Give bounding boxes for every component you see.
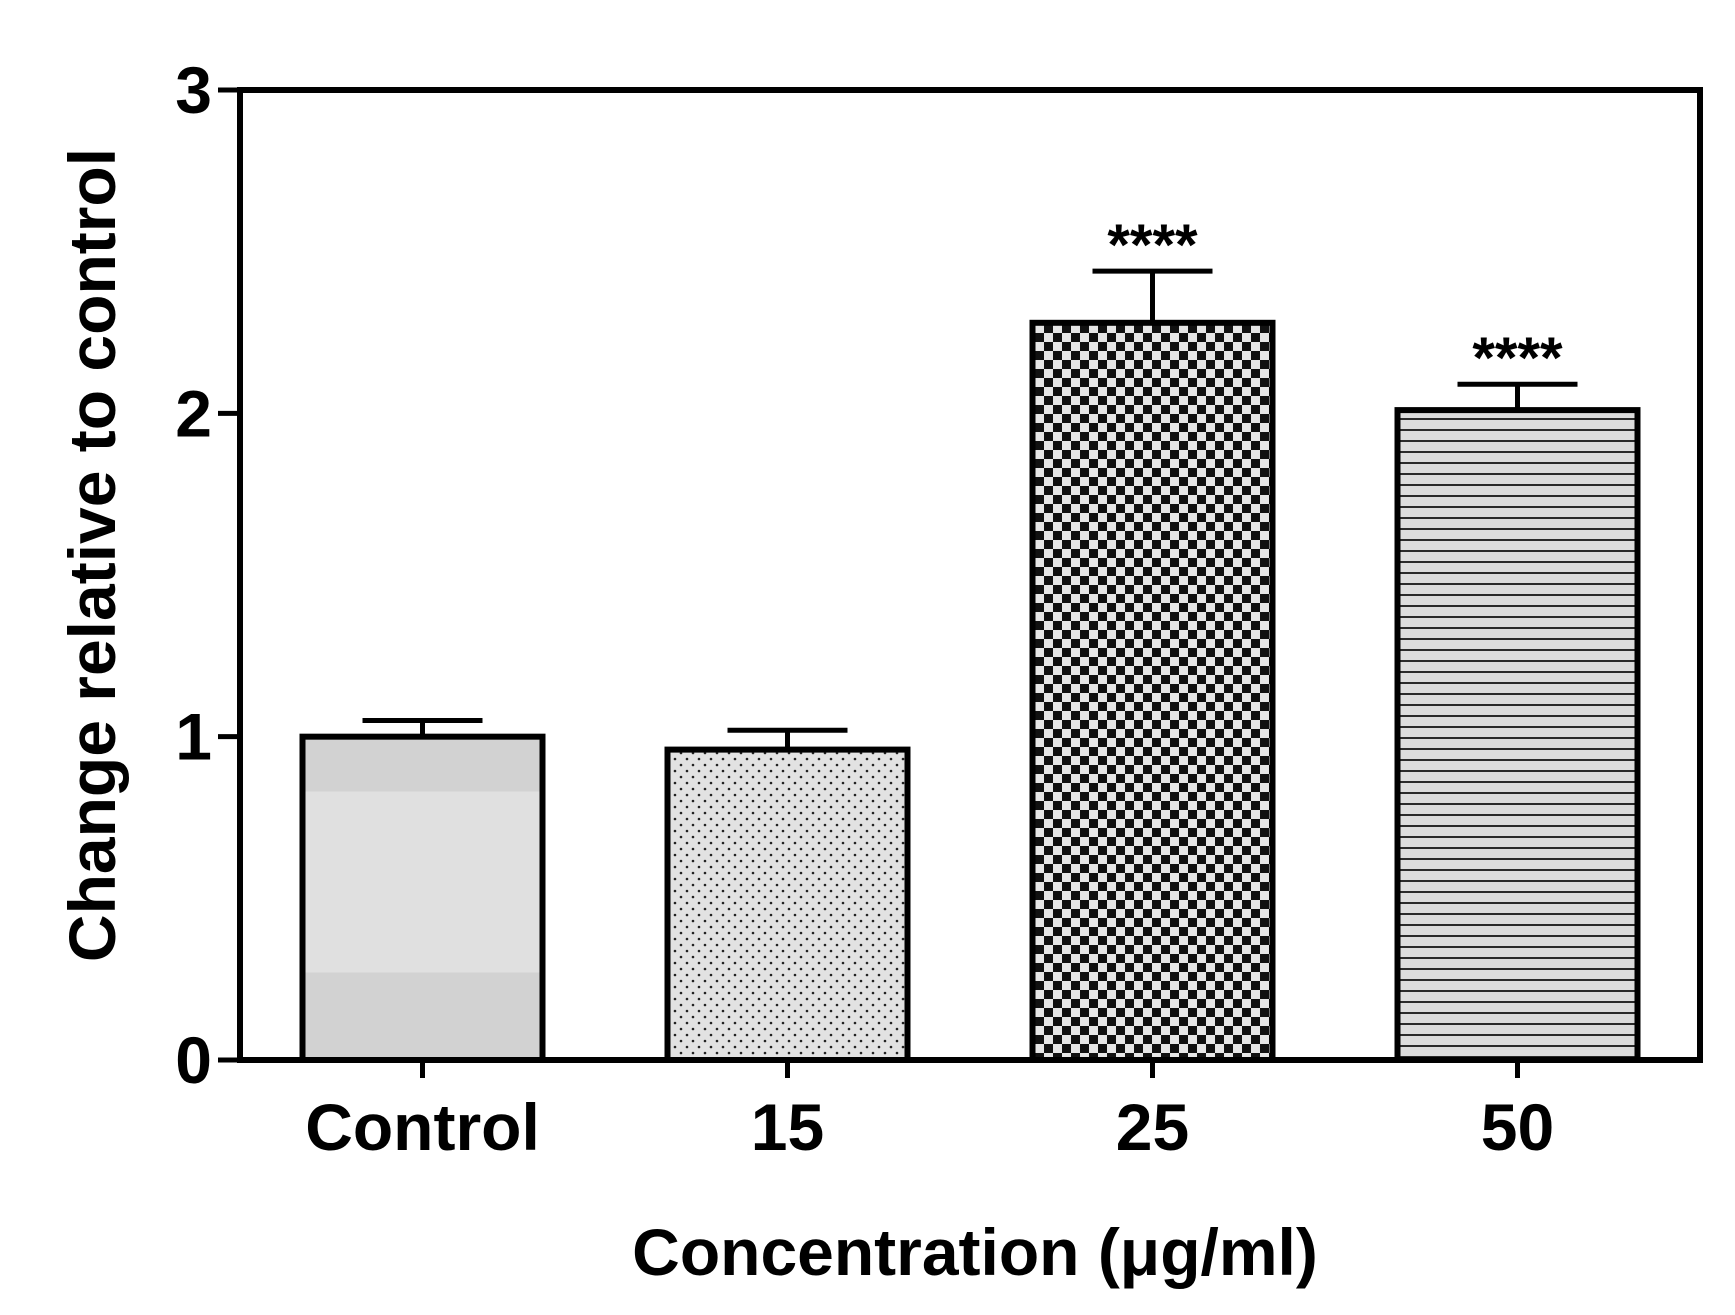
y-tick-label-3: 3: [175, 53, 212, 127]
plot-frame: [237, 87, 1703, 1063]
x-axis-title: Concentration (μg/ml): [632, 1215, 1318, 1289]
x-axis-ticks: Control 15 25 50: [305, 1060, 1554, 1164]
y-tick-label-2: 2: [175, 376, 212, 450]
y-tick-label-1: 1: [175, 700, 212, 774]
bar-control: [299, 733, 546, 1064]
x-tick-label-control: Control: [305, 1090, 540, 1164]
error-bars-group: [362, 268, 1578, 750]
bar-25: [1029, 319, 1276, 1063]
bar-50: [1394, 407, 1641, 1064]
significance-label-50: ****: [1472, 326, 1563, 391]
y-axis-ticks: 0 1 2 3: [175, 53, 240, 1097]
y-axis-title: Change relative to control: [55, 148, 129, 962]
x-tick-label-15: 15: [751, 1090, 824, 1164]
significance-label-25: ****: [1107, 213, 1198, 278]
x-tick-label-50: 50: [1481, 1090, 1554, 1164]
significance-group: **** ****: [1107, 213, 1563, 391]
x-tick-label-25: 25: [1116, 1090, 1189, 1164]
y-tick-label-0: 0: [175, 1023, 212, 1097]
bar-15: [664, 746, 911, 1063]
bars-group: [299, 319, 1641, 1064]
